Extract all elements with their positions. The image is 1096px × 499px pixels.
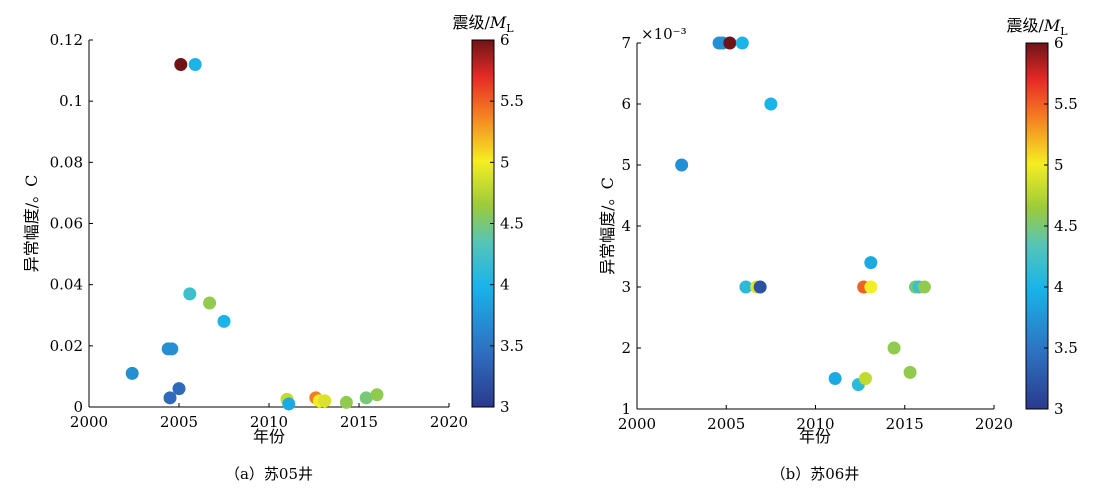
colorbar-tick-label: 3.5 xyxy=(1054,339,1078,357)
colorbar-title-prefix: 震级/ xyxy=(452,13,490,32)
chart-caption: （b）苏06井 xyxy=(771,465,860,483)
x-axis-label: 年份 xyxy=(253,427,285,446)
y-tick-label: 0.12 xyxy=(50,31,83,49)
scatter-point xyxy=(903,365,917,379)
x-tick-label: 2005 xyxy=(707,415,745,433)
y-tick-label: 2 xyxy=(621,339,631,357)
scatter-point xyxy=(735,36,749,50)
x-axis-label: 年份 xyxy=(799,427,831,446)
x-tick-label: 2005 xyxy=(160,413,198,431)
scatter-point xyxy=(125,366,139,380)
x-tick-label: 2010 xyxy=(796,415,834,433)
y-tick-label: 0.04 xyxy=(50,276,83,294)
colorbar-tick-label: 4 xyxy=(500,276,510,294)
x-tick-label: 2015 xyxy=(340,413,378,431)
scatter-point xyxy=(753,280,767,294)
y-tick-label: 0.06 xyxy=(50,215,83,233)
scatter-point xyxy=(163,391,177,405)
x-tick-label: 2015 xyxy=(886,415,924,433)
scatter-point xyxy=(723,36,737,50)
colorbar-tick-label: 4 xyxy=(1054,278,1064,296)
colorbar-tick-label: 5.5 xyxy=(1054,95,1078,113)
x-tick-label: 2010 xyxy=(250,413,288,431)
scatter-point xyxy=(318,394,332,408)
colorbar-title-sub: L xyxy=(1060,25,1068,38)
scatter-point xyxy=(858,372,872,385)
colorbar-tick-label: 6 xyxy=(500,31,510,49)
scatter-point xyxy=(887,341,901,355)
scatter-point xyxy=(828,372,842,385)
y-tick-label: 0.08 xyxy=(50,153,83,171)
y-axis-label: 异常幅度/。C xyxy=(598,177,617,275)
chart-a: 2000 2005 2010 2015 2020 0 0.02 0.04 0.06 0.08 0.1… xyxy=(22,13,524,483)
scatter-point xyxy=(359,391,373,405)
chart-caption: （a）苏05井 xyxy=(225,465,313,483)
y-tick-label: 0.1 xyxy=(59,92,83,110)
colorbar-title: 震级/ML xyxy=(452,13,514,35)
y-tick-label: 7 xyxy=(621,34,631,52)
y-axis-label: 异常幅度/。C xyxy=(22,175,41,273)
x-tick-label: 2020 xyxy=(975,415,1013,433)
x-tick-label: 2000 xyxy=(618,415,656,433)
colorbar-tick-label: 3.5 xyxy=(500,337,524,355)
scatter-point xyxy=(172,382,186,396)
y-exponent-label: ×10⁻³ xyxy=(641,25,687,43)
scatter-point xyxy=(339,395,353,409)
colorbar-title: 震级/ML xyxy=(1006,16,1068,38)
scatter-point xyxy=(188,57,202,71)
colorbar-tick-label: 3 xyxy=(1054,400,1064,418)
colorbar-tick-label: 5 xyxy=(500,153,510,171)
scatter-point xyxy=(282,397,296,411)
chart-b: 2000 2005 2010 2015 2020 1 2 3 4 5 6 7 ×10⁻³ 年份 异常幅度/。… xyxy=(598,16,1078,483)
colorbar-title-var: M xyxy=(489,13,507,32)
scatter-point xyxy=(864,280,878,294)
scatter-point xyxy=(165,342,179,356)
colorbar-title-prefix: 震级/ xyxy=(1006,16,1044,35)
scatter-point xyxy=(203,296,217,310)
colorbar-tick-label: 3 xyxy=(500,398,510,416)
scatter-point xyxy=(739,280,753,294)
colorbar-title-sub: L xyxy=(506,22,514,35)
y-tick-label: 4 xyxy=(621,217,631,235)
scatter-point xyxy=(183,287,197,301)
colorbar-tick-label: 4.5 xyxy=(500,215,524,233)
scatter-point xyxy=(217,314,231,328)
colorbar-tick-label: 4.5 xyxy=(1054,217,1078,235)
colorbar-tick-label: 5.5 xyxy=(500,92,524,110)
scatter-point xyxy=(764,97,778,111)
scatter-point xyxy=(370,388,384,402)
y-tick-label: 1 xyxy=(621,400,631,418)
scatter-point xyxy=(917,280,931,294)
colorbar-tick-label: 5 xyxy=(1054,156,1064,174)
scatter-point xyxy=(675,158,689,172)
scatter-point xyxy=(864,256,878,270)
y-tick-label: 5 xyxy=(621,156,631,174)
y-tick-label: 0.02 xyxy=(50,337,83,355)
colorbar-title-var: M xyxy=(1043,16,1061,35)
y-tick-label: 3 xyxy=(621,278,631,296)
x-tick-label: 2020 xyxy=(430,413,468,431)
y-tick-label: 0 xyxy=(73,398,83,416)
colorbar-tick-label: 6 xyxy=(1054,34,1064,52)
x-tick-label: 2000 xyxy=(70,413,108,431)
y-tick-label: 6 xyxy=(621,95,631,113)
scatter-point xyxy=(174,57,188,71)
